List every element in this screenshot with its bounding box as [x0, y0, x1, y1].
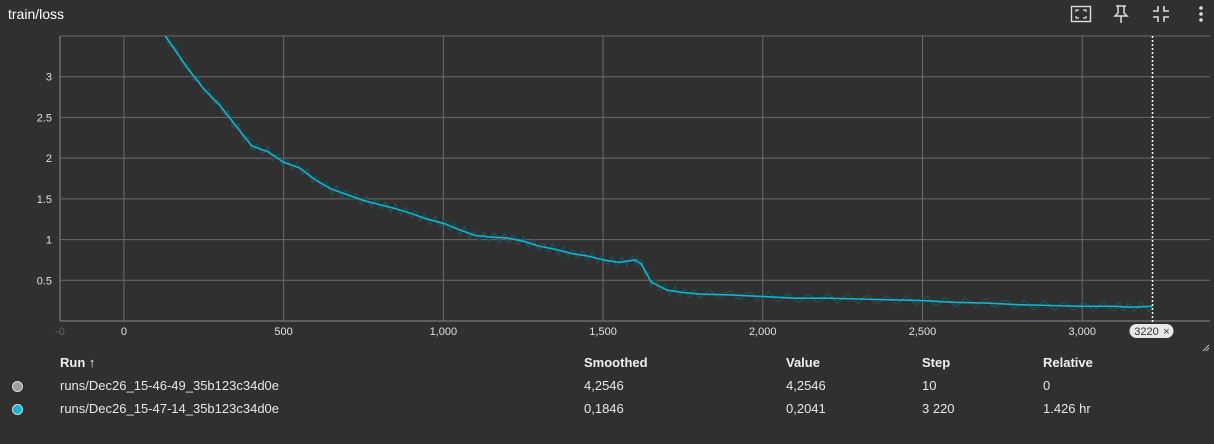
pin-button[interactable]	[1108, 2, 1134, 26]
tick-layer: 0 500 1,000 1,500 2,000 2,500 3,000 -0 0.5 1 1.5 2 2…	[37, 72, 1096, 338]
hover-close-icon[interactable]: ×	[1163, 326, 1169, 338]
y-tick-label: 0.5	[37, 275, 52, 287]
step-value: 3 220	[922, 401, 955, 416]
more-options-button[interactable]	[1188, 2, 1214, 26]
relative-value: 1.426 hr	[1043, 401, 1091, 416]
relative-value: 0	[1043, 378, 1051, 393]
raw-value: 0,2041	[786, 401, 826, 416]
header-value[interactable]: Value	[786, 355, 820, 370]
x-tick-label: 2,000	[749, 326, 777, 338]
fit-domain-icon	[1070, 5, 1092, 23]
raw-series-line	[164, 35, 1154, 313]
header-relative[interactable]: Relative	[1043, 355, 1093, 370]
run-color-dot	[12, 404, 23, 415]
run-color-dot	[12, 381, 23, 392]
chart-svg[interactable]: 0 500 1,000 1,500 2,000 2,500 3,000 -0 0.5 1 1.5 2 2…	[0, 0, 1214, 350]
x-tick-label-edge: -0	[55, 326, 65, 338]
y-tick-label: 3	[46, 72, 52, 84]
run-name: runs/Dec26_15-46-49_35b123c34d0e	[60, 378, 280, 393]
series-line	[164, 35, 1153, 309]
smoothed-value: 0,1846	[584, 401, 624, 416]
table-row[interactable]: runs/Dec26_15-47-14_35b123c34d0e 0,1846 …	[0, 398, 1214, 420]
x-tick-label: 0	[121, 326, 127, 338]
hover-step-label: 3220	[1134, 326, 1158, 338]
hover-step-badge	[1129, 324, 1174, 338]
y-tick-label: 2	[46, 153, 52, 165]
hover-layer: 3220 ×	[1129, 36, 1174, 338]
x-tick-label: 3,000	[1068, 326, 1096, 338]
grid-layer	[59, 35, 1210, 322]
step-value: 10	[922, 378, 937, 393]
more-vert-icon	[1199, 6, 1203, 22]
smoothed-value: 4,2546	[584, 378, 624, 393]
x-tick-label: 1,000	[430, 326, 458, 338]
series-layer	[164, 35, 1153, 309]
pin-icon	[1113, 5, 1129, 23]
line-chart[interactable]: 0 500 1,000 1,500 2,000 2,500 3,000 -0 0.5 1 1.5 2 2…	[0, 0, 1214, 350]
y-tick-label: 2.5	[37, 112, 52, 124]
y-tick-label: 1.5	[37, 194, 52, 206]
run-name: runs/Dec26_15-47-14_35b123c34d0e	[60, 401, 280, 416]
collapse-icon	[1153, 6, 1169, 22]
fit-domain-button[interactable]	[1068, 2, 1094, 26]
raw-series-layer	[164, 35, 1154, 313]
header-run[interactable]: Run ↑	[60, 355, 96, 370]
table-header-row: Run ↑ Smoothed Value Step Relative	[0, 352, 1214, 374]
y-tick-label: 1	[46, 235, 52, 247]
x-tick-label: 2,500	[909, 326, 937, 338]
resize-handle-icon[interactable]	[1202, 344, 1210, 352]
table-row[interactable]: runs/Dec26_15-46-49_35b123c34d0e 4,2546 …	[0, 375, 1214, 397]
raw-value: 4,2546	[786, 378, 826, 393]
header-step[interactable]: Step	[922, 355, 951, 370]
x-tick-label: 500	[274, 326, 292, 338]
collapse-button[interactable]	[1148, 2, 1174, 26]
chart-title: train/loss	[8, 6, 65, 22]
header-smoothed[interactable]: Smoothed	[584, 355, 648, 370]
x-tick-label: 1,500	[589, 326, 617, 338]
